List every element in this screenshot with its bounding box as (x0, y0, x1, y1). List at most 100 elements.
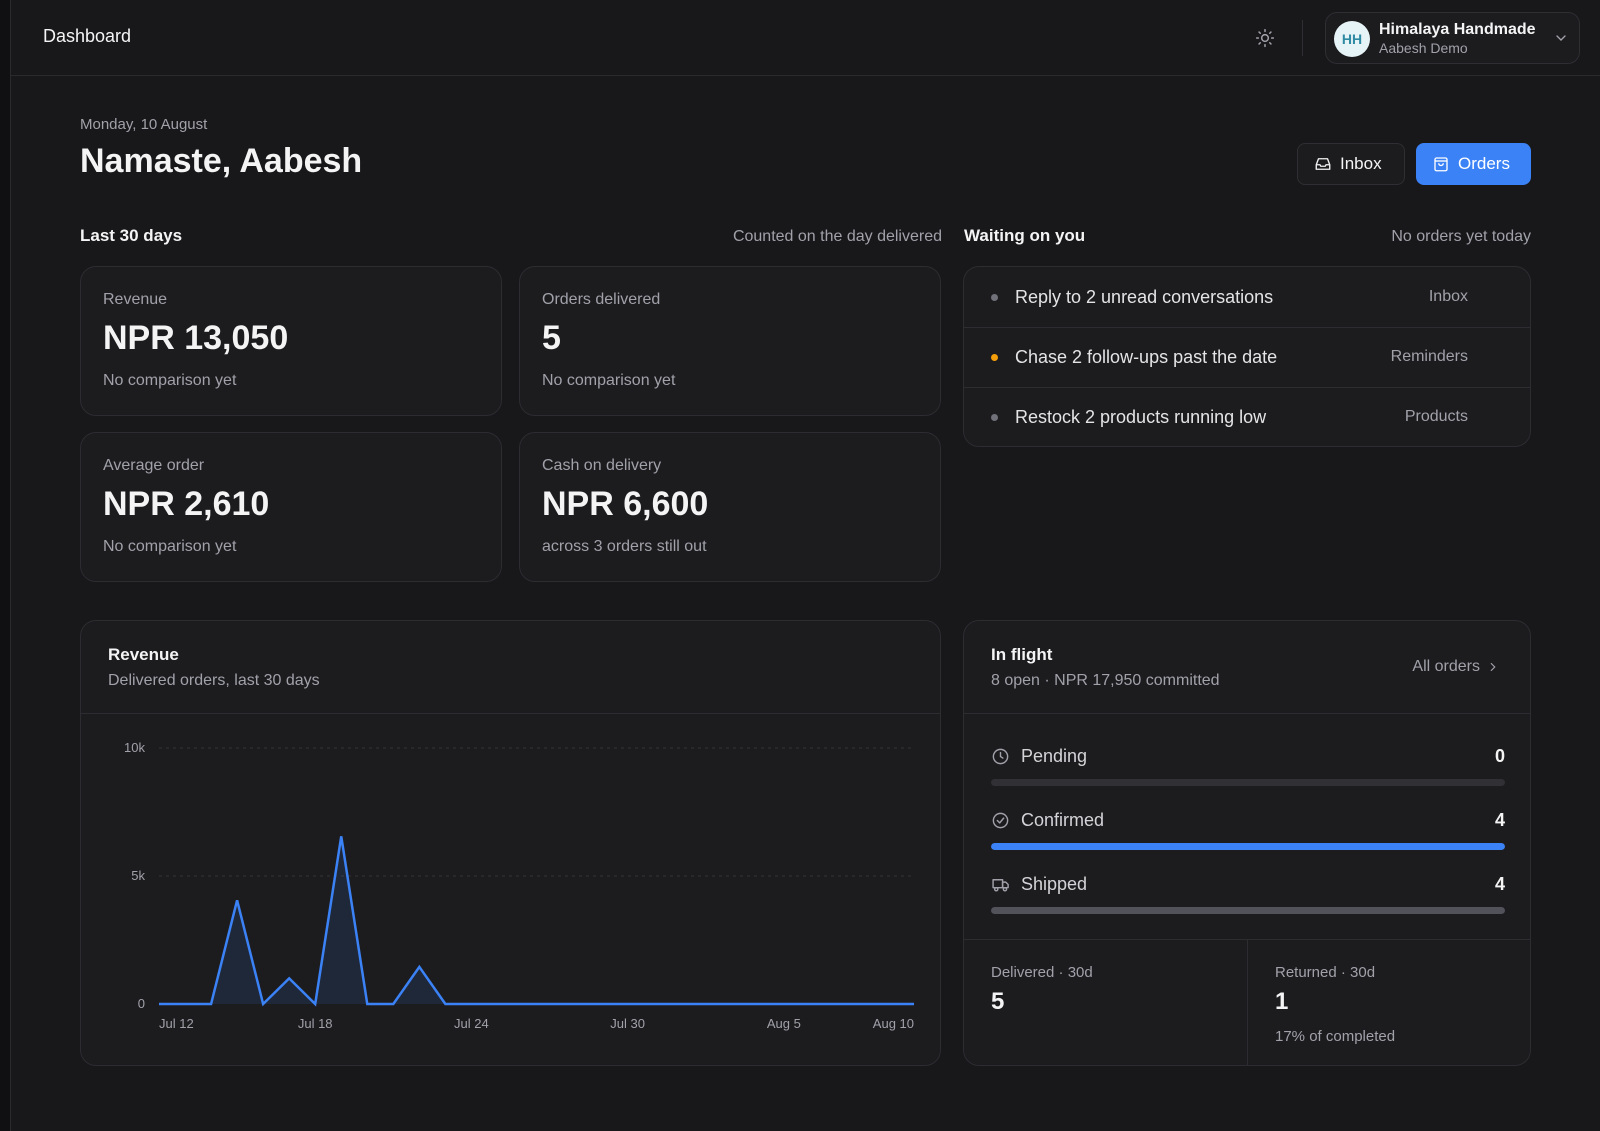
panel-divider (81, 713, 940, 714)
chevron-down-icon (1556, 35, 1566, 41)
delivered-label: Delivered · 30d (991, 964, 1093, 981)
stats-section-title: Last 30 days (80, 226, 183, 245)
chart-point (652, 1002, 656, 1006)
status-row-confirmed[interactable]: Confirmed 4 (991, 808, 1505, 864)
topbar: Dashboard HH Himalaya Handmade Aabesh De… (11, 0, 1600, 76)
chart-point (157, 1002, 161, 1006)
stat-value: NPR 13,050 (103, 319, 289, 357)
status-bar (991, 779, 1505, 786)
waiting-item-inbox[interactable]: Reply to 2 unread conversations Inbox (964, 267, 1530, 328)
waiting-section-title: Waiting on you (964, 226, 1086, 245)
chart-series-line (159, 836, 914, 1007)
status-dot (991, 294, 998, 301)
page-title: Dashboard (43, 26, 132, 46)
chart-x-tick-label: Jul 24 (454, 1016, 489, 1031)
chart-point (235, 898, 239, 902)
inbox-icon (1315, 158, 1331, 170)
chart-point (261, 1002, 265, 1006)
returned-note: 17% of completed (1275, 1028, 1396, 1045)
revenue-chart: 0 5k 10k Jul 12 Jul 18 Jul 24 Jul 30 Aug 5 Aug 1… (124, 740, 914, 1031)
stat-label: Average order (103, 457, 205, 474)
in-flight-panel: In flight 8 open · NPR 17,950 committed … (963, 620, 1531, 1066)
status-bar-fill (991, 907, 1505, 914)
chart-point (626, 1002, 630, 1006)
status-name: Shipped (1021, 874, 1088, 894)
in-flight-subtitle: 8 open · NPR 17,950 committed (991, 672, 1220, 689)
stats-section-note: Counted on the day delivered (732, 228, 942, 245)
all-orders-link[interactable]: All orders (1412, 658, 1500, 676)
date-label: Monday, 10 August (80, 116, 208, 133)
chart-point (443, 1002, 447, 1006)
sidebar-rail (0, 0, 11, 1131)
account-subtitle: Aabesh Demo (1379, 40, 1468, 56)
chart-point (782, 1002, 786, 1006)
chart-point (808, 1002, 812, 1006)
chart-x-tick-label: Jul 30 (610, 1016, 645, 1031)
chart-y-tick-label: 10k (124, 740, 145, 755)
stat-label: Cash on delivery (542, 457, 662, 474)
status-name: Confirmed (1021, 810, 1105, 830)
status-dot (991, 354, 998, 361)
waiting-item-products[interactable]: Restock 2 products running low Products (964, 387, 1530, 446)
returned-summary: Returned · 30d 1 17% of completed (1248, 940, 1530, 1065)
chart-y-tick-label: 0 (138, 996, 145, 1011)
chart-point (469, 1002, 473, 1006)
account-switcher[interactable]: HH Himalaya Handmade Aabesh Demo (1325, 12, 1580, 64)
stat-label: Revenue (103, 291, 168, 308)
status-dot (991, 414, 998, 421)
status-count: 0 (1494, 746, 1505, 766)
waiting-list: Reply to 2 unread conversations Inbox Ch… (963, 266, 1531, 447)
stat-card-cash-on-delivery: Cash on delivery NPR 6,600 across 3 orde… (519, 432, 941, 582)
delivered-summary: Delivered · 30d 5 (964, 940, 1248, 1065)
check-circle-icon (992, 812, 1009, 829)
status-count: 4 (1494, 874, 1505, 894)
waiting-item-text: Restock 2 products running low (1015, 407, 1267, 427)
panel-divider (964, 713, 1530, 714)
chart-point (730, 1002, 734, 1006)
chart-point (313, 1002, 317, 1006)
account-name: Himalaya Handmade (1379, 21, 1536, 38)
stat-note: No comparison yet (542, 372, 676, 389)
orders-button-label: Orders (1458, 154, 1510, 173)
in-flight-footer: Delivered · 30d 5 Returned · 30d 1 17% o… (964, 939, 1530, 1065)
returned-value: 1 (1275, 988, 1289, 1015)
chart-x-tick-label: Jul 12 (159, 1016, 194, 1031)
returned-label: Returned · 30d (1275, 964, 1376, 981)
stat-note: across 3 orders still out (542, 538, 707, 555)
inbox-button[interactable]: Inbox (1297, 143, 1405, 185)
chart-point (548, 1002, 552, 1006)
delivered-value: 5 (991, 988, 1005, 1015)
chart-point (678, 1002, 682, 1006)
waiting-item-tag: Inbox (1428, 288, 1468, 305)
clock-icon (992, 748, 1009, 765)
stat-label: Orders delivered (542, 291, 661, 308)
stat-value: NPR 6,600 (542, 485, 709, 523)
status-count: 4 (1494, 810, 1505, 830)
waiting-item-text: Chase 2 follow-ups past the date (1015, 347, 1278, 367)
orders-button[interactable]: Orders (1416, 143, 1531, 185)
chart-x-tick-label: Aug 10 (873, 1016, 914, 1031)
greeting-heading: Namaste, Aabesh (80, 142, 363, 180)
waiting-item-text: Reply to 2 unread conversations (1015, 287, 1274, 307)
revenue-panel-subtitle: Delivered orders, last 30 days (108, 672, 320, 689)
in-flight-title: In flight (991, 645, 1053, 664)
stat-value: 5 (542, 319, 561, 357)
waiting-item-reminders[interactable]: Chase 2 follow-ups past the date Reminde… (964, 327, 1530, 388)
chart-point (287, 976, 291, 980)
status-row-shipped[interactable]: Shipped 4 (991, 872, 1505, 928)
chart-x-tick-label: Jul 18 (298, 1016, 333, 1031)
chart-x-tick-label: Aug 5 (767, 1016, 801, 1031)
inbox-button-label: Inbox (1340, 154, 1382, 173)
status-bar-fill (991, 843, 1505, 850)
theme-toggle-button[interactable] (1251, 24, 1279, 52)
status-row-pending[interactable]: Pending 0 (991, 744, 1505, 800)
avatar: HH (1334, 21, 1370, 57)
status-name: Pending (1021, 746, 1088, 766)
stat-card-orders-delivered: Orders delivered 5 No comparison yet (519, 266, 941, 416)
chart-point (521, 1002, 525, 1006)
revenue-panel: Revenue Delivered orders, last 30 days 0… (80, 620, 941, 1066)
status-bar (991, 907, 1505, 914)
chart-area (159, 836, 914, 1004)
sun-icon (1255, 28, 1275, 48)
all-orders-label: All orders (1412, 658, 1480, 675)
